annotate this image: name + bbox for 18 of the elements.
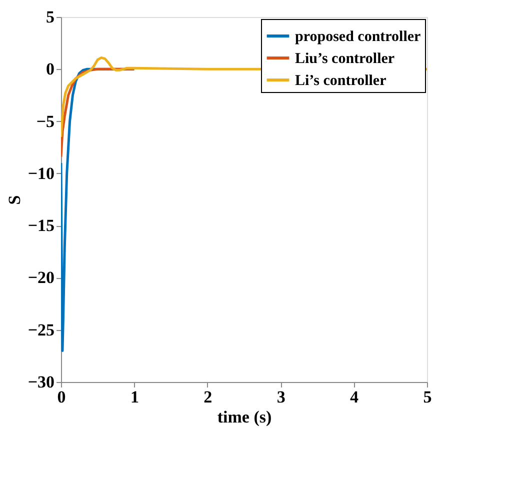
y-tick-label: −30: [28, 372, 54, 392]
x-axis-title: time (s): [217, 408, 272, 426]
y-tick-label: −20: [28, 268, 54, 288]
legend-label: proposed controller: [295, 29, 422, 45]
x-tick-label: 5: [423, 388, 432, 406]
legend-label: Li’s controller: [295, 73, 387, 89]
y-axis-title: S: [4, 195, 24, 205]
x-tick-label: 1: [130, 388, 139, 406]
y-tick-label: −5: [36, 112, 54, 131]
legend-label: Liu’s controller: [295, 51, 395, 67]
x-tick-label: 3: [276, 388, 286, 406]
x-tick-label: 4: [350, 388, 360, 406]
y-tick-label: −15: [28, 216, 54, 236]
y-tick-label: −25: [28, 320, 54, 340]
y-tick-label: −10: [28, 164, 54, 183]
x-tick-label: 2: [204, 388, 212, 406]
y-tick-label: 5: [46, 8, 54, 26]
y-tick-label: 0: [46, 60, 54, 79]
